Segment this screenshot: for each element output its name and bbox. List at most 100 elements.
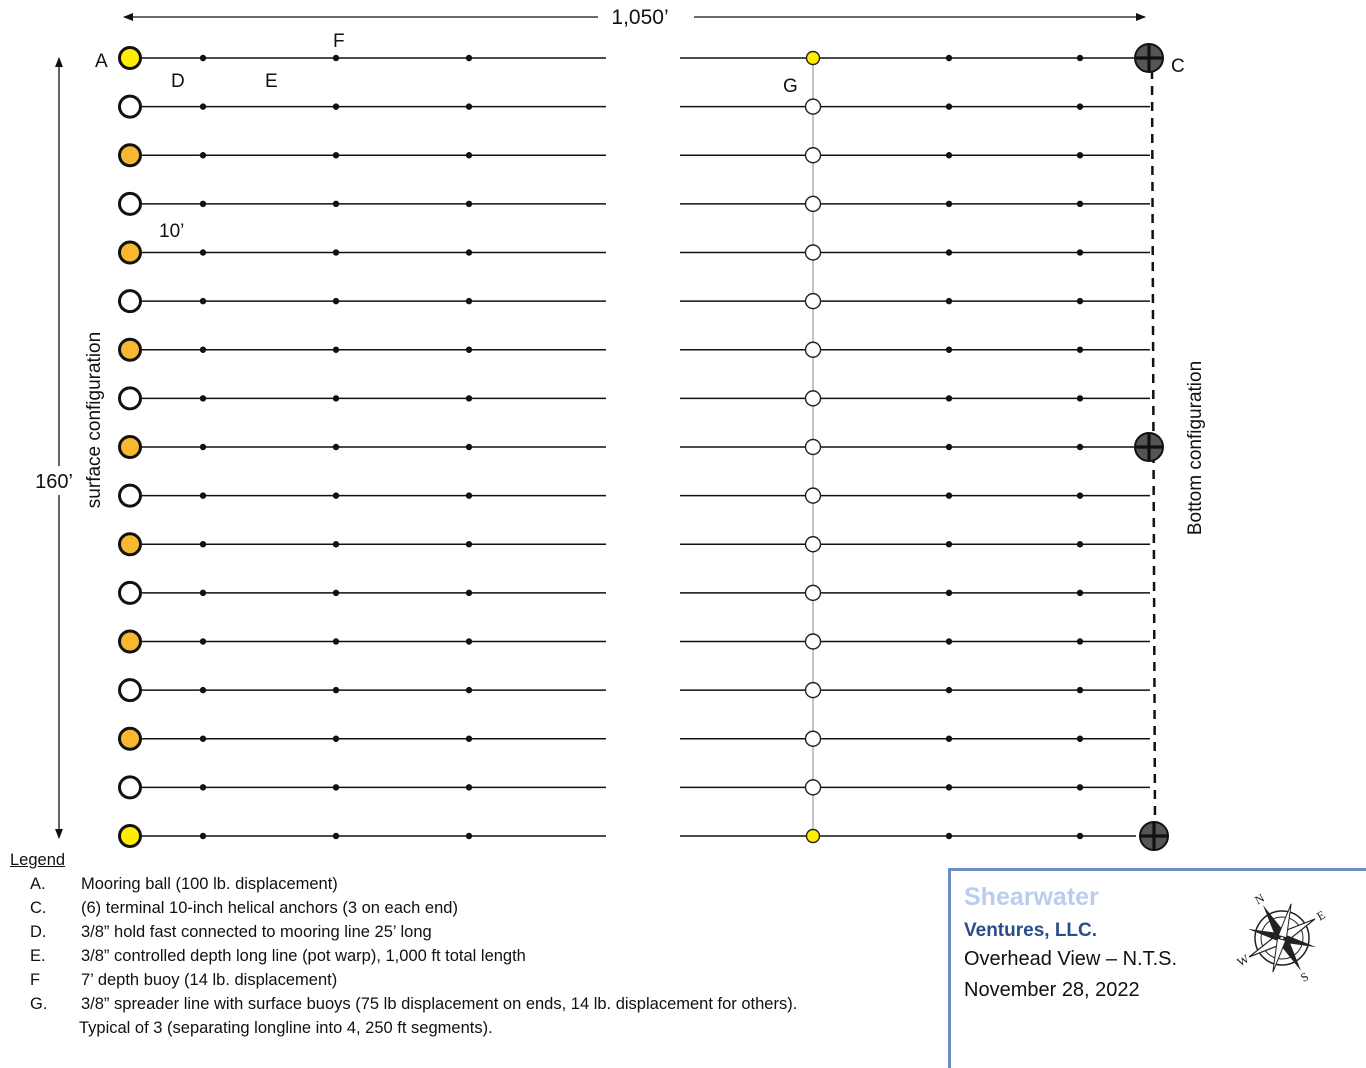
- spreader-buoy: [804, 195, 822, 213]
- depth-buoy-dot: [332, 832, 340, 840]
- depth-buoy-dot: [199, 200, 207, 208]
- depth-buoy-dot: [332, 346, 340, 353]
- depth-buoy-dot: [332, 638, 340, 645]
- depth-buoy-dot: [1076, 541, 1084, 548]
- mooring-ball: [118, 435, 142, 459]
- spreader-buoy: [805, 828, 821, 844]
- depth-buoy-dot: [465, 492, 473, 499]
- legend-item-text: 3/8” controlled depth long line (pot war…: [81, 947, 526, 965]
- depth-buoy-dot: [945, 492, 953, 499]
- depth-buoy-dot: [465, 297, 473, 305]
- depth-buoy-dot: [199, 589, 207, 597]
- height-dimension-label: 160’: [35, 471, 73, 493]
- legend: Legend A. Mooring ball (100 lb. displacem…: [10, 848, 797, 1040]
- longline-diagram: 1,050’ 160’ surface configuration Bottom…: [35, 6, 1206, 851]
- depth-buoy-dot: [465, 395, 473, 402]
- depth-buoy-dot: [332, 200, 340, 208]
- depth-buoy-dot: [465, 735, 473, 742]
- depth-buoy-dot: [199, 103, 207, 110]
- depth-buoy-dot: [332, 686, 340, 694]
- depth-buoy-dot: [1076, 297, 1084, 305]
- depth-buoy-dot: [332, 152, 340, 159]
- legend-item: G. 3/8” spreader line with surface buoys…: [10, 992, 797, 1016]
- depth-buoy-dot: [945, 152, 953, 159]
- depth-buoy-dot: [1076, 200, 1084, 208]
- depth-buoy-dot: [1076, 103, 1084, 110]
- compass-diagonal-d: [1272, 937, 1287, 973]
- legend-title: Legend: [10, 851, 66, 869]
- depth-buoy-dot: [1076, 589, 1084, 597]
- mooring-ball: [118, 483, 142, 508]
- compass-needle-north: [1263, 905, 1284, 937]
- compass-rose-icon: N S E W: [1235, 891, 1328, 985]
- depth-buoy-dot: [945, 686, 953, 694]
- spreader-buoy: [804, 633, 822, 650]
- legend-item-key: F: [30, 971, 41, 989]
- compass-diagonal-a: [1247, 928, 1282, 942]
- depth-buoy-dot: [945, 589, 953, 597]
- spreader-buoy: [805, 50, 821, 66]
- mooring-ball: [118, 824, 142, 848]
- mooring-ball: [118, 580, 142, 605]
- depth-buoy-dot: [199, 832, 207, 840]
- callout-c: C: [1171, 56, 1185, 77]
- spreader-buoy: [804, 147, 822, 164]
- depth-buoy-dot: [465, 589, 473, 597]
- mooring-ball: [118, 775, 142, 800]
- spreader-buoy: [804, 730, 822, 747]
- depth-buoy-dot: [945, 103, 953, 110]
- depth-buoy-dot: [1076, 735, 1084, 742]
- depth-buoy-dot: [465, 832, 473, 840]
- mooring-ball: [118, 191, 142, 216]
- compass-diagonal-b: [1282, 934, 1317, 948]
- depth-buoy-dot: [1076, 249, 1084, 256]
- compass-letter-w: W: [1235, 951, 1252, 969]
- legend-item-text: Mooring ball (100 lb. displacement): [81, 875, 338, 893]
- mooring-ball: [118, 143, 142, 168]
- depth-buoy-dot: [1076, 54, 1084, 62]
- surface-configuration-label: surface configuration: [84, 332, 105, 508]
- depth-buoy-dot: [1076, 443, 1084, 451]
- mooring-ball: [118, 240, 142, 265]
- mooring-ball: [118, 289, 142, 314]
- depth-buoy-dot: [1076, 638, 1084, 645]
- compass-letter-s: S: [1298, 969, 1311, 984]
- depth-buoy-dot: [945, 735, 953, 742]
- callout-e: E: [265, 71, 278, 92]
- depth-buoy-dot: [1076, 784, 1084, 791]
- legend-item: F 7’ depth buoy (14 lb. displacement): [10, 968, 797, 992]
- depth-buoy-dot: [332, 443, 340, 451]
- depth-buoy-dot: [199, 686, 207, 694]
- compass-letter-n: N: [1252, 891, 1267, 908]
- depth-buoy-dot: [332, 395, 340, 402]
- spreader-buoy: [804, 98, 822, 115]
- depth-buoy-dot: [945, 54, 953, 62]
- depth-buoy-dot: [1076, 686, 1084, 694]
- depth-buoy-dot: [199, 395, 207, 402]
- depth-buoy-dot: [1076, 346, 1084, 353]
- depth-buoy-dot: [945, 541, 953, 548]
- callout-f: F: [333, 31, 345, 52]
- depth-buoy-dot: [465, 103, 473, 110]
- depth-buoy-dot: [332, 541, 340, 548]
- spreader-buoy: [804, 341, 822, 358]
- depth-buoy-dot: [199, 249, 207, 256]
- line-spacing-label: 10’: [159, 221, 184, 242]
- legend-item: A. Mooring ball (100 lb. displacement): [10, 872, 797, 896]
- spreader-buoy: [804, 536, 822, 553]
- callout-a: A: [95, 51, 108, 72]
- mooring-ball: [118, 386, 142, 411]
- depth-buoy-dot: [465, 200, 473, 208]
- depth-buoy-dot: [199, 152, 207, 159]
- depth-buoy-dot: [465, 152, 473, 159]
- legend-item-text: 3/8” spreader line with surface buoys (7…: [81, 995, 798, 1013]
- depth-buoy-dot: [945, 200, 953, 208]
- spreader-buoy: [804, 584, 822, 602]
- depth-buoy-dot: [1076, 152, 1084, 159]
- spreader-buoy: [804, 390, 822, 407]
- depth-buoy-dot: [332, 297, 340, 305]
- title-block: Shearwater Ventures, LLC. Overhead View …: [948, 868, 1366, 1068]
- spreader-buoy: [804, 292, 822, 310]
- legend-item: E. 3/8” controlled depth long line (pot w…: [10, 944, 797, 968]
- depth-buoy-dot: [199, 735, 207, 742]
